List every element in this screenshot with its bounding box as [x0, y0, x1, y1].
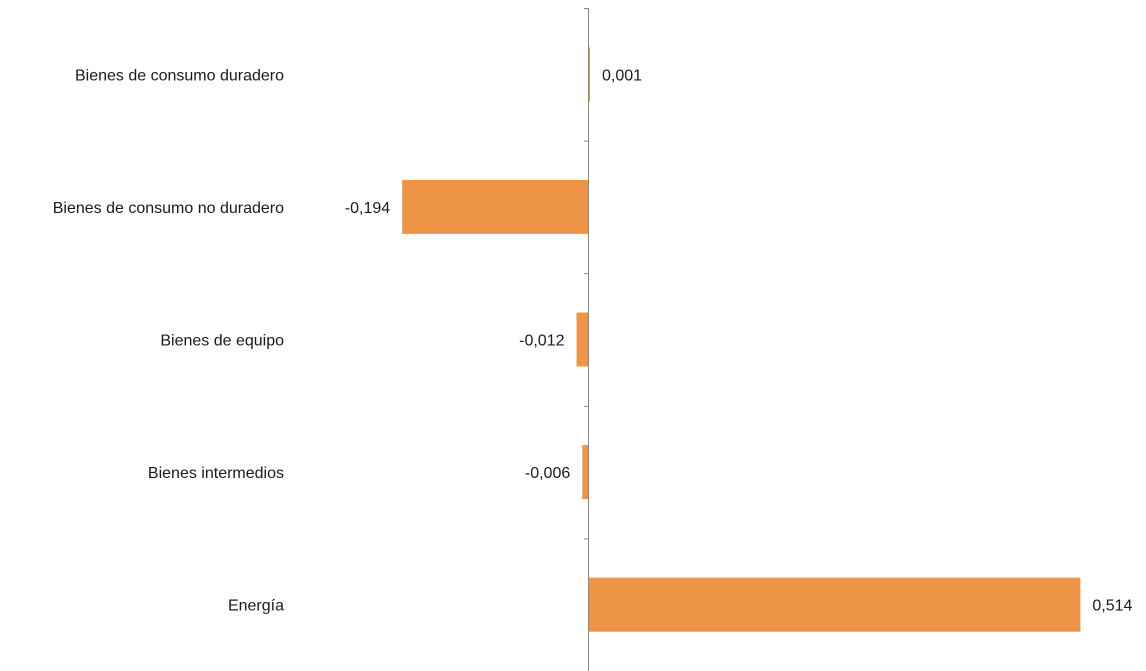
value-label-3: -0,006 — [525, 465, 570, 482]
bar-3 — [582, 445, 588, 500]
category-label-3: Bienes intermedios — [148, 465, 284, 482]
bar-2 — [576, 312, 588, 367]
labels-layer: Bienes de consumo duradero 0,001 Bienes de… — [53, 67, 1133, 614]
bar-4 — [588, 577, 1081, 632]
value-label-2: -0,012 — [519, 333, 564, 350]
value-label-0: 0,001 — [602, 67, 642, 84]
bar-1 — [402, 179, 588, 234]
category-label-1: Bienes de consumo no duradero — [53, 200, 284, 217]
bars-layer — [402, 47, 1081, 632]
category-label-0: Bienes de consumo duradero — [75, 67, 284, 84]
category-label-2: Bienes de equipo — [160, 333, 284, 350]
category-axis — [584, 8, 589, 671]
category-label-4: Energía — [228, 598, 284, 615]
value-label-4: 0,514 — [1092, 598, 1132, 615]
value-label-1: -0,194 — [345, 200, 390, 217]
